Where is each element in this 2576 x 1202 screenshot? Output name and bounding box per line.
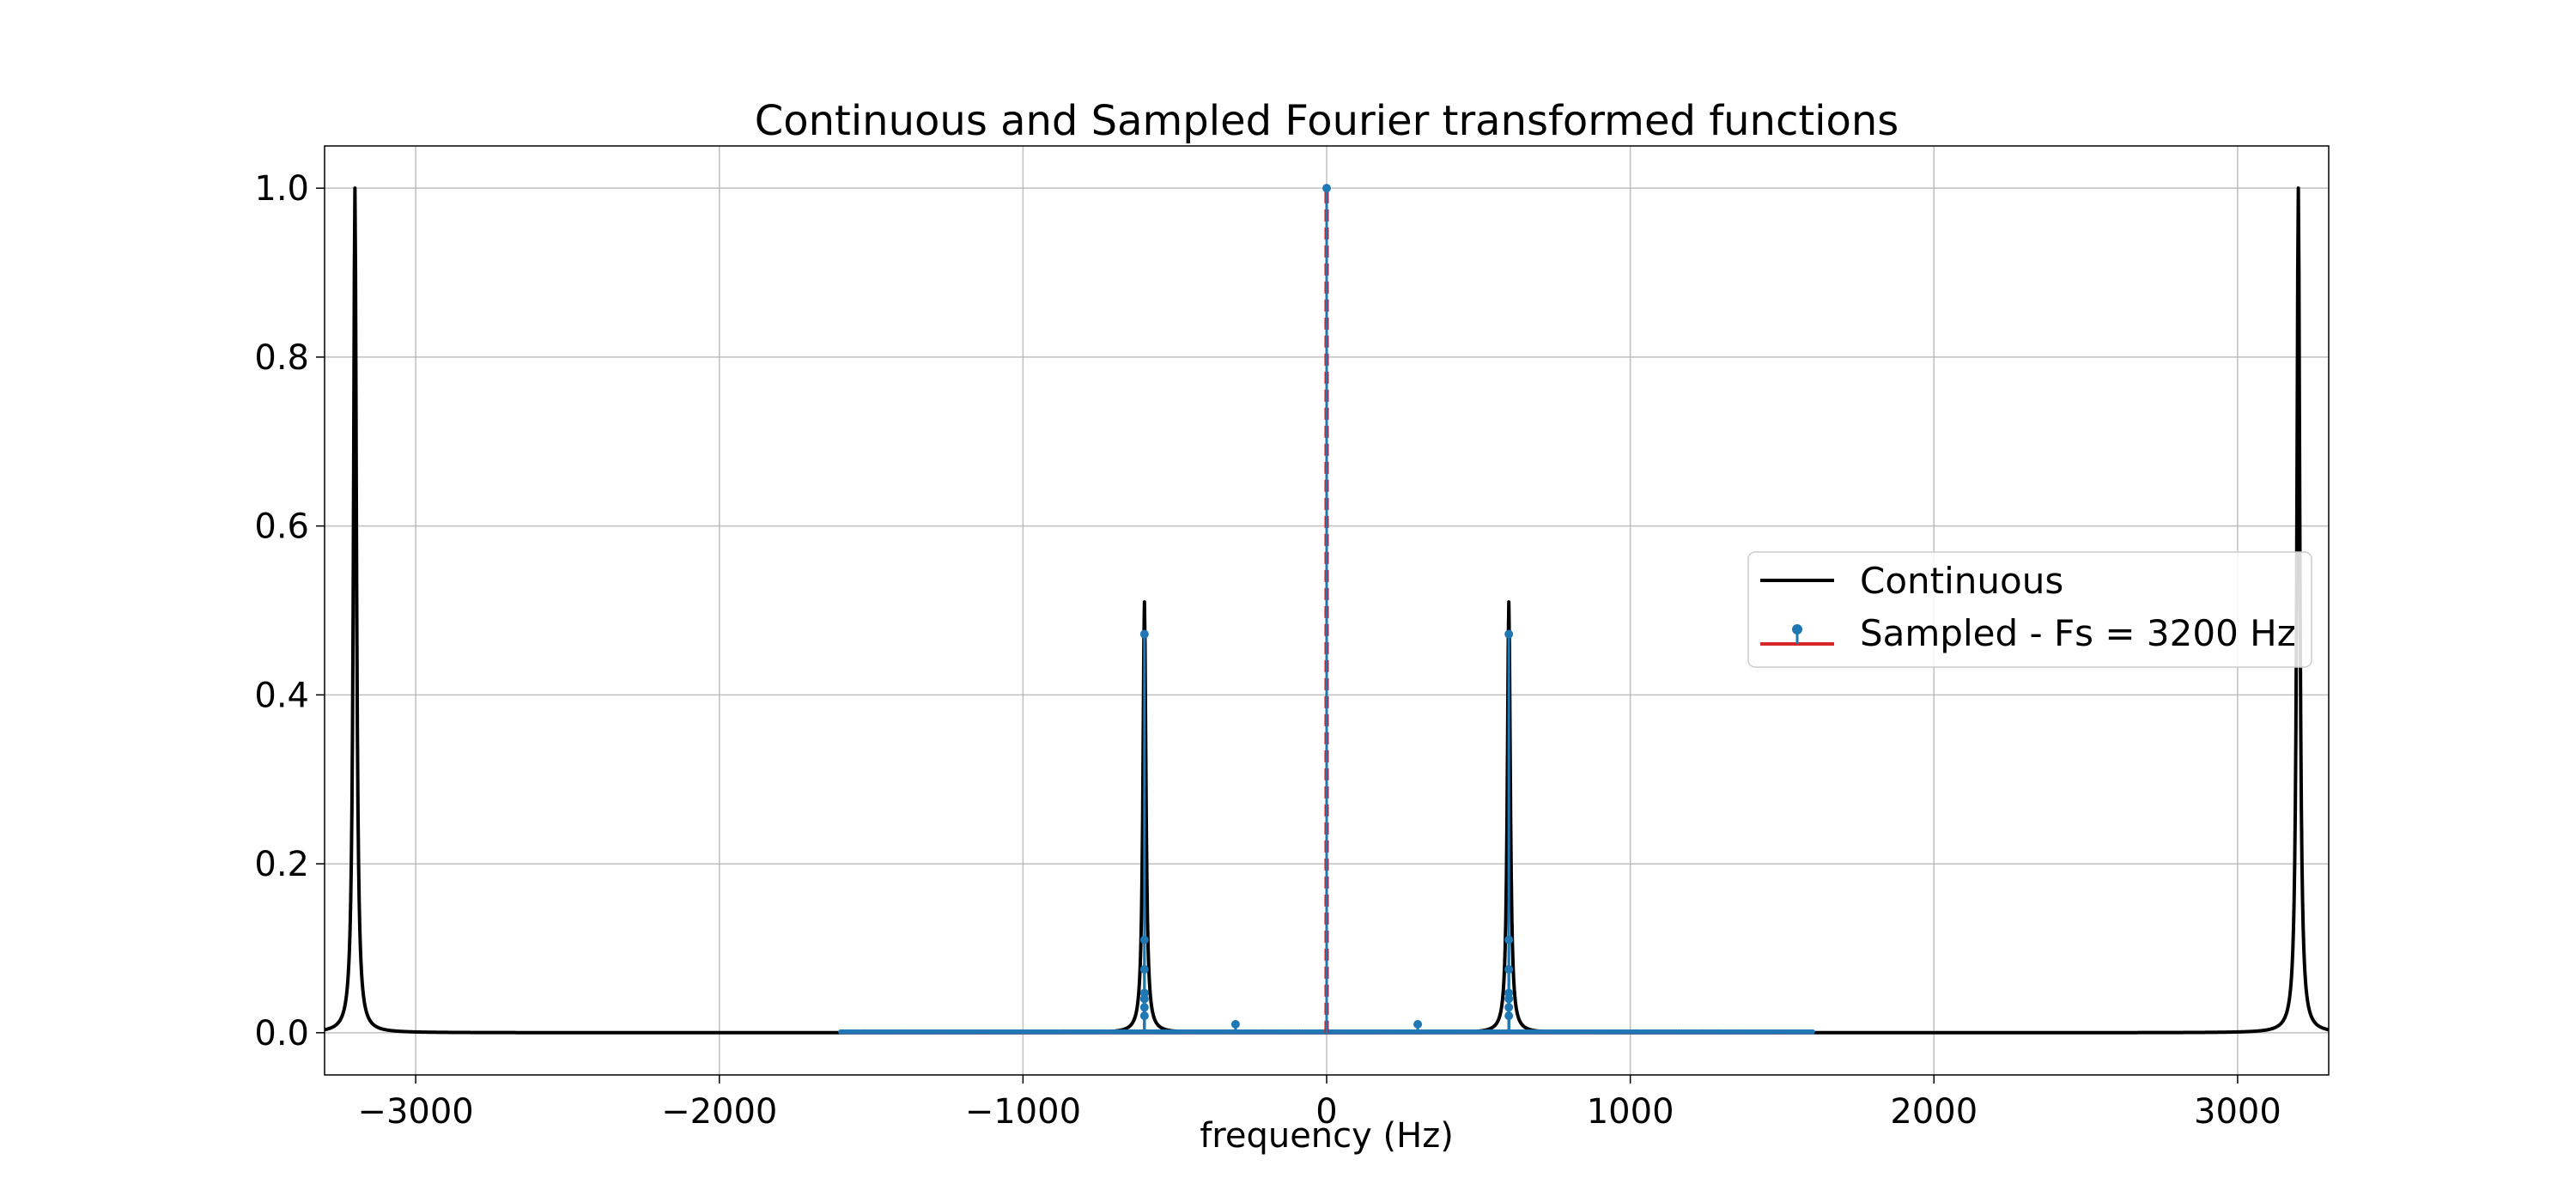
x-tick-label: 2000 [1890, 1092, 1978, 1132]
x-tick-label: 3000 [2194, 1092, 2281, 1132]
y-tick-label: 0.8 [254, 338, 309, 378]
y-tick-label: 0.2 [254, 845, 309, 884]
sampled-point-marker [1139, 965, 1149, 974]
y-tick-label: 1.0 [254, 169, 309, 209]
sampled-point-marker [1139, 988, 1149, 998]
sampled-point-marker [1322, 184, 1331, 193]
legend-box [1747, 551, 2312, 668]
y-tick-label: 0.0 [254, 1014, 309, 1053]
x-tick-label: −3000 [357, 1092, 473, 1132]
x-tick-label: −1000 [965, 1092, 1081, 1132]
chart-title: Continuous and Sampled Fourier transform… [755, 97, 1899, 145]
sampled-point-marker [1504, 994, 1514, 1004]
x-tick-label: 1000 [1587, 1092, 1674, 1132]
sampled-point-marker [1809, 1029, 1815, 1035]
y-tick-label: 0.4 [254, 676, 309, 715]
sampled-point-marker [1504, 935, 1514, 944]
legend-sampled-marker-swatch [1792, 624, 1802, 634]
x-tick-label: 0 [1315, 1092, 1337, 1132]
y-tick-label: 0.6 [254, 507, 309, 547]
sampled-point-marker [1504, 988, 1514, 998]
sampled-point-marker [1139, 994, 1149, 1004]
sampled-point-marker [1504, 1003, 1514, 1012]
sampled-point-marker [1139, 935, 1149, 944]
sampled-point-marker [1139, 629, 1149, 639]
sampled-point-marker [1230, 1019, 1240, 1029]
legend-continuous-label: Continuous [1860, 560, 2063, 602]
sampled-point-marker [1413, 1019, 1423, 1029]
legend-sampled-label: Sampled - Fs = 3200 Hz [1860, 612, 2296, 654]
sampled-point-marker [1504, 1011, 1514, 1021]
x-tick-label: −2000 [661, 1092, 777, 1132]
sampled-point-marker [1504, 965, 1514, 974]
plot-area [323, 184, 2330, 1035]
sampled-point-marker [1139, 1003, 1149, 1012]
sampled-point-marker [1504, 629, 1514, 639]
legend: Continuous Sampled - Fs = 3200 Hz [1747, 551, 2312, 668]
x-axis-label: frequency (Hz) [1200, 1116, 1454, 1156]
sampled-point-marker [1139, 1011, 1149, 1021]
axes-ticks: −3000 −2000 −1000 0 1000 2000 3000 0.0 0.2 0.4 0.6… [254, 169, 2281, 1132]
